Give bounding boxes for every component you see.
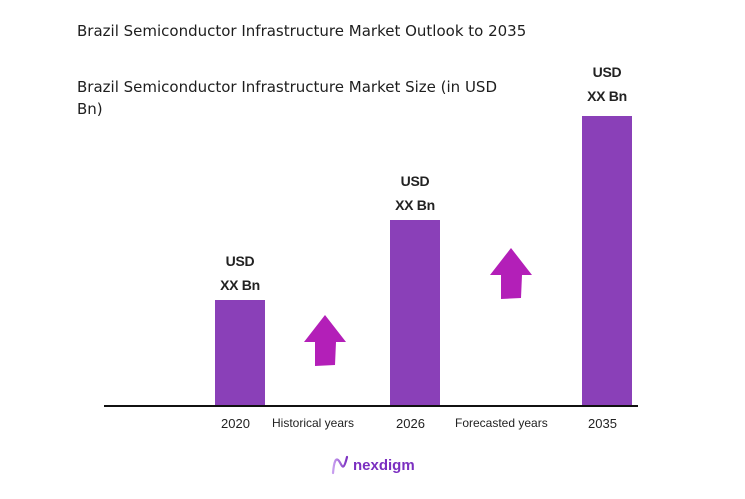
historical-years-label: Historical years bbox=[272, 416, 355, 430]
bar-2035 bbox=[582, 116, 632, 406]
nexdigm-logo: nexdigm bbox=[331, 455, 415, 475]
bar-value-label-2035: USD XX Bn bbox=[567, 60, 647, 108]
bar-2020 bbox=[215, 300, 265, 406]
bar-value-label-2020: USD XX Bn bbox=[200, 249, 280, 297]
chart-subtitle: Brazil Semiconductor Infrastructure Mark… bbox=[77, 78, 497, 118]
growth-arrow-icon bbox=[490, 248, 532, 299]
x-tick-2020: 2020 bbox=[221, 416, 250, 431]
x-tick-2035: 2035 bbox=[588, 416, 617, 431]
logo-text: nexdigm bbox=[353, 456, 415, 474]
forecasted-years-label: Forecasted years bbox=[455, 416, 548, 430]
label-line-1: USD bbox=[225, 253, 255, 269]
x-axis-line bbox=[104, 405, 638, 407]
chart-title: Brazil Semiconductor Infrastructure Mark… bbox=[77, 22, 527, 40]
nexdigm-wave-icon bbox=[331, 455, 349, 475]
label-line-2: XX Bn bbox=[587, 88, 627, 104]
x-tick-2026: 2026 bbox=[396, 416, 425, 431]
label-line-1: USD bbox=[400, 173, 430, 189]
growth-arrow-icon bbox=[304, 315, 346, 366]
bar-2026 bbox=[390, 220, 440, 406]
label-line-1: USD bbox=[592, 64, 622, 80]
label-line-2: XX Bn bbox=[395, 197, 435, 213]
label-line-2: XX Bn bbox=[220, 277, 260, 293]
bar-value-label-2026: USD XX Bn bbox=[375, 169, 455, 217]
